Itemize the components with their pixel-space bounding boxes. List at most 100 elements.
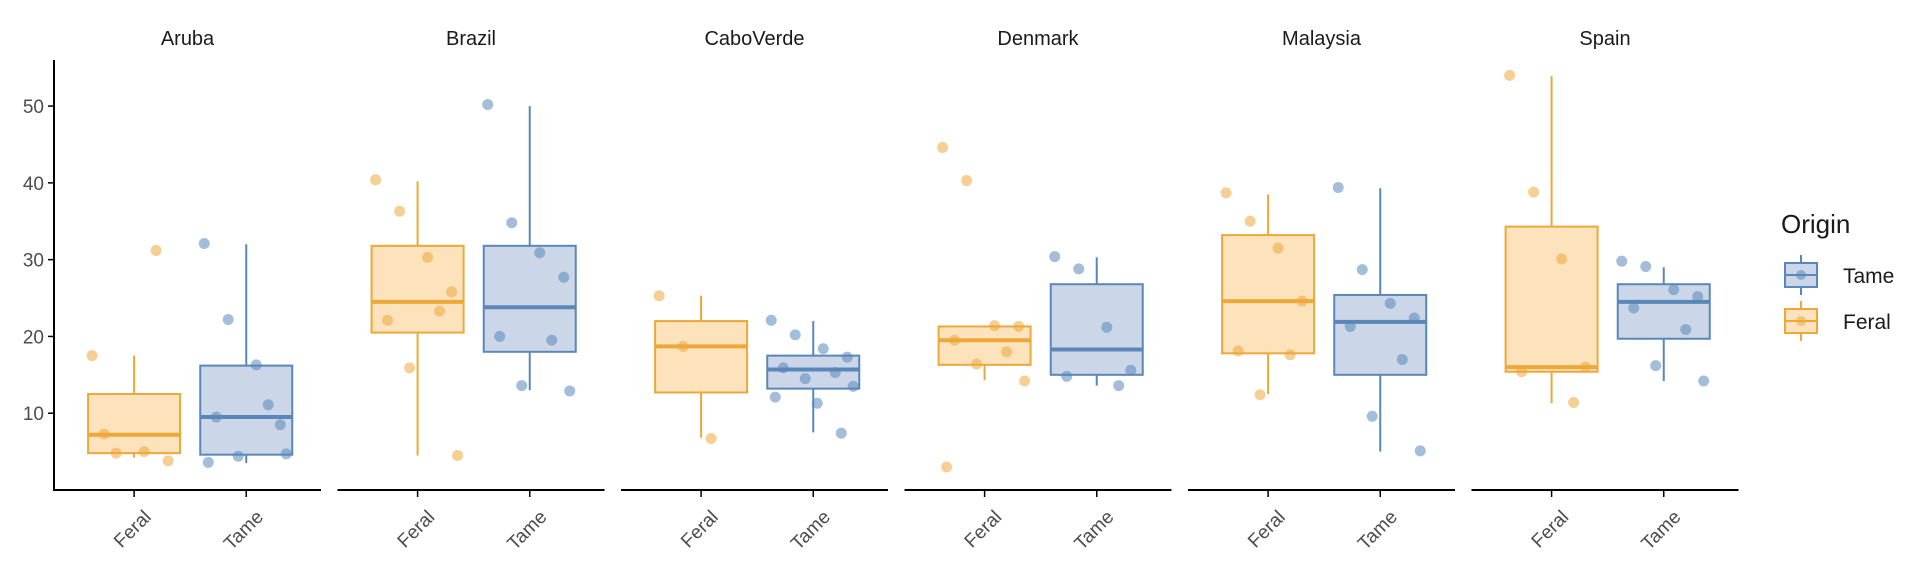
- box-iqr: [1049, 283, 1144, 376]
- data-point: [765, 314, 777, 326]
- box-iqr: [654, 320, 749, 394]
- data-point: [150, 244, 162, 256]
- legend: Origin Tame Feral: [1781, 209, 1894, 341]
- data-point: [1668, 284, 1680, 296]
- box-feral: Feral: [653, 290, 749, 552]
- data-point: [1332, 181, 1344, 193]
- data-point: [817, 343, 829, 355]
- box-feral: Feral: [1220, 187, 1316, 552]
- data-point: [1001, 346, 1013, 358]
- panel-title: Denmark: [997, 28, 1079, 50]
- panel-title: Spain: [1579, 28, 1630, 50]
- x-tick-label: Tame: [787, 507, 835, 555]
- data-point: [653, 290, 665, 302]
- y-tick-label: 30: [23, 251, 44, 272]
- data-point: [394, 205, 406, 217]
- box-iqr: [199, 364, 294, 456]
- y-tick-label: 40: [23, 174, 44, 195]
- data-point: [1344, 320, 1356, 332]
- box-tame: Tame: [198, 238, 294, 555]
- data-point: [1019, 375, 1031, 387]
- data-point: [1528, 186, 1540, 198]
- data-point: [835, 427, 847, 439]
- data-point: [777, 362, 789, 374]
- data-point: [534, 247, 546, 259]
- data-point: [1580, 361, 1592, 373]
- legend-point: [1796, 270, 1806, 280]
- data-point: [1692, 291, 1704, 302]
- data-point: [422, 251, 434, 263]
- data-point: [446, 286, 458, 298]
- data-point: [989, 320, 1001, 332]
- facet-panels: Aruba Feral Tame Brazil Feral Tame CaboVerde Fe…: [54, 28, 1739, 554]
- data-point: [811, 397, 823, 409]
- data-point: [1356, 264, 1368, 276]
- box-tame: Tame: [765, 314, 861, 555]
- panel-spain: Spain Feral Tame: [1471, 28, 1739, 554]
- data-point: [1568, 396, 1580, 408]
- data-point: [274, 419, 286, 431]
- legend-title: Origin: [1781, 209, 1850, 239]
- x-tick-label: Feral: [1244, 507, 1289, 552]
- box-tame: Tame: [1332, 181, 1428, 555]
- box-tame: Tame: [1616, 255, 1711, 554]
- data-point: [1296, 295, 1308, 307]
- x-tick-label: Feral: [961, 507, 1006, 552]
- data-point: [546, 334, 558, 346]
- data-point: [232, 450, 244, 462]
- data-point: [482, 99, 494, 111]
- data-point: [516, 380, 528, 392]
- data-point: [1101, 321, 1113, 333]
- data-point: [1628, 302, 1640, 314]
- data-point: [841, 351, 853, 363]
- data-point: [1254, 389, 1266, 401]
- box-feral: Feral: [937, 142, 1032, 552]
- box-feral: Feral: [1504, 69, 1599, 552]
- data-point: [434, 305, 446, 317]
- data-point: [961, 175, 973, 187]
- box-feral: Feral: [370, 174, 465, 552]
- x-tick-label: Feral: [1528, 507, 1573, 552]
- data-point: [280, 448, 292, 460]
- data-point: [705, 433, 717, 445]
- data-point: [222, 314, 234, 326]
- data-point: [1680, 324, 1692, 336]
- data-point: [1556, 253, 1568, 265]
- box-tame: Tame: [482, 99, 577, 554]
- box-feral: Feral: [86, 244, 182, 552]
- data-point: [1698, 375, 1710, 387]
- data-point: [1232, 345, 1244, 357]
- data-point: [1049, 251, 1061, 263]
- data-point: [382, 314, 394, 326]
- data-point: [98, 428, 110, 440]
- y-tick-label: 10: [23, 404, 44, 425]
- x-tick-label: Tame: [220, 507, 268, 555]
- y-tick-label: 20: [23, 327, 44, 348]
- data-point: [162, 455, 174, 467]
- data-point: [1244, 215, 1256, 227]
- box-iqr: [937, 325, 1032, 366]
- data-point: [677, 340, 689, 352]
- data-point: [949, 334, 961, 346]
- panel-title: CaboVerde: [704, 28, 804, 50]
- data-point: [1284, 349, 1296, 361]
- data-point: [769, 391, 781, 403]
- data-point: [1113, 380, 1125, 392]
- data-point: [1408, 312, 1420, 324]
- data-point: [1396, 353, 1408, 365]
- x-tick-label: Feral: [110, 507, 155, 552]
- data-point: [250, 359, 262, 371]
- data-point: [210, 411, 222, 423]
- legend-label: Tame: [1843, 265, 1894, 288]
- data-point: [799, 373, 811, 385]
- x-tick-label: Feral: [677, 507, 722, 552]
- data-point: [829, 367, 841, 379]
- panel-brazil: Brazil Feral Tame: [337, 28, 605, 554]
- data-point: [198, 238, 210, 250]
- x-tick-label: Tame: [1354, 507, 1402, 555]
- data-point: [138, 446, 150, 458]
- data-point: [262, 399, 274, 411]
- y-axis: 10 20 30 40 50: [23, 60, 55, 491]
- data-point: [847, 380, 859, 392]
- data-point: [1220, 187, 1232, 199]
